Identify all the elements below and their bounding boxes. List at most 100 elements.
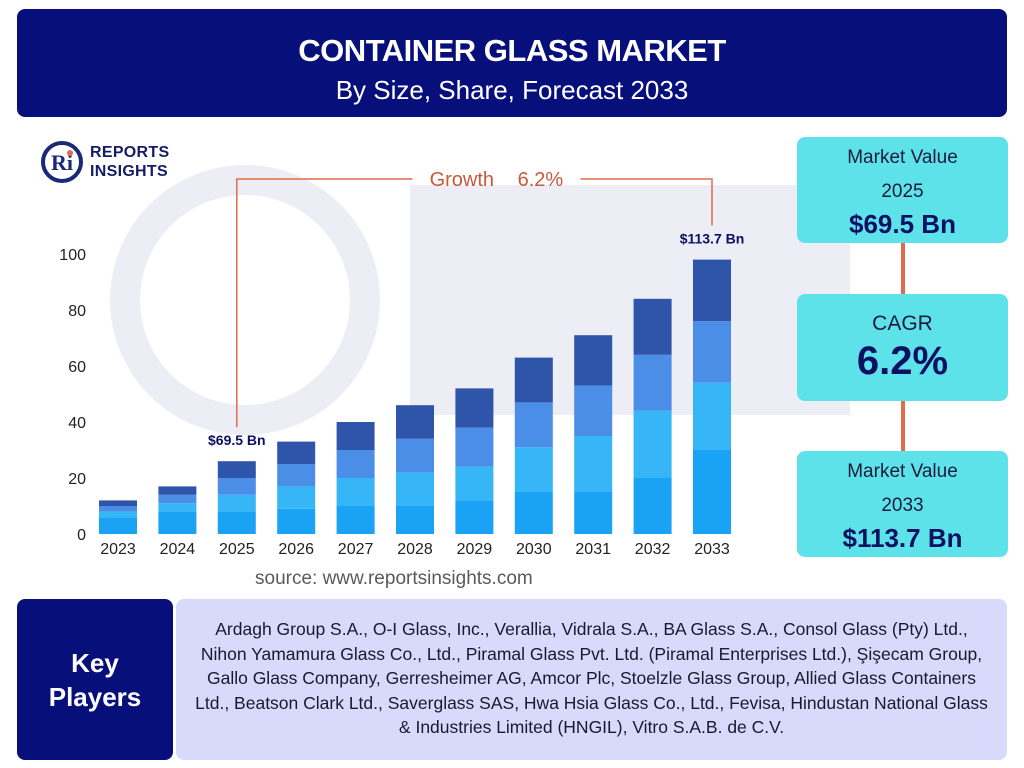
bar-segment [217,478,256,495]
bar-segment [455,388,494,428]
bar-segment [514,357,553,403]
cagr-label: CAGR [872,312,933,335]
bar-value-annotation: $113.7 Bn [680,231,745,247]
bar-segment [455,427,494,467]
bar-segment [514,402,553,448]
bar-segment [693,259,731,322]
bar-segment [336,450,375,478]
bar-segment [158,503,197,512]
market-value-2025-label-1: Market Value [847,147,958,168]
x-tick-label: 2032 [635,541,671,558]
bar-segment [396,506,434,534]
y-axis-ticks: 0 20 40 60 80 100 [59,247,86,544]
bar-segment [217,494,256,512]
growth-label-value: 6.2% [518,169,564,191]
card-connector-bottom [901,401,905,451]
bar-segment [336,506,375,534]
bar-segment [514,492,553,534]
bar-segment [99,500,137,506]
bar-segment [336,478,375,506]
bar-segment [217,461,256,478]
source-note: source: www.reportsinsights.com [255,568,533,589]
bar-segment [158,511,197,534]
bar-segment [633,410,672,478]
bar-segment [455,500,494,534]
bar-segment [99,517,137,534]
bar-segment [633,354,672,411]
bars [99,259,731,534]
y-tick-label: 20 [68,471,86,488]
bar-segment [396,472,434,506]
bar-segment [158,494,197,504]
market-value-2033-label-1: Market Value [847,461,958,482]
bar-annotations: $69.5 Bn $113.7 Bn [208,231,744,449]
bar-segment [455,466,494,501]
growth-label-word: Growth [430,169,494,191]
bar-value-annotation: $69.5 Bn [208,432,266,448]
bar-segment [99,511,137,518]
bar-segment [574,385,613,436]
x-tick-label: 2025 [219,541,255,558]
x-tick-label: 2023 [100,541,136,558]
card-connector-top [901,243,905,294]
reports-insights-logo: Ri REPORTS INSIGHTS [40,140,190,186]
key-players-label-1: Key [71,647,119,678]
bar-segment [158,486,197,495]
bar-segment [396,405,434,439]
bar-segment [693,450,731,534]
market-value-2033-label-2: 2033 [881,495,924,516]
market-value-2025-value: $69.5 Bn [849,209,956,239]
market-value-2025-card: Market Value 2025 $69.5 Bn [797,137,1008,243]
x-tick-label: 2033 [694,541,730,558]
bar-segment [693,321,731,383]
y-tick-label: 100 [59,247,86,264]
bar-segment [693,382,731,450]
market-value-2033-value: $113.7 Bn [842,523,963,553]
bar-segment [574,492,613,534]
bar-segment [514,447,553,492]
x-tick-label: 2024 [160,541,196,558]
header-banner: CONTAINER GLASS MARKET By Size, Share, F… [17,9,1007,117]
bar-segment [336,422,375,450]
bar-segment [396,438,434,473]
growth-bracket-left [236,178,413,428]
x-tick-label: 2027 [338,541,374,558]
x-tick-label: 2031 [575,541,611,558]
market-value-2025-label-2: 2025 [881,181,924,202]
x-tick-label: 2029 [457,541,493,558]
bar-segment [277,441,316,464]
logo-mark-letters: Ri [51,150,73,175]
page-subtitle: By Size, Share, Forecast 2033 [335,75,689,105]
y-tick-label: 60 [68,359,86,376]
logo-text-line2: INSIGHTS [90,163,168,180]
x-axis-ticks: 2023 2024 2025 2026 2027 2028 2029 2030 2031 2032… [100,541,730,558]
cagr-card: CAGR 6.2% [797,294,1008,401]
bar-segment [277,464,316,487]
bar-segment [574,335,613,386]
x-tick-label: 2030 [516,541,552,558]
y-tick-label: 0 [77,527,86,544]
bar-segment [217,511,256,534]
bar-segment [574,436,613,492]
logo-mark-icon: Ri [41,141,83,183]
x-tick-label: 2028 [397,541,433,558]
growth-bracket-right [580,178,713,226]
bar-segment [99,506,137,512]
bar-segment [633,298,672,355]
x-tick-label: 2026 [278,541,314,558]
key-players-label-2: Players [48,681,142,712]
key-players-label-box: Key Players [17,599,173,760]
cagr-value: 6.2% [856,339,949,383]
y-tick-label: 80 [68,303,86,320]
growth-bracket: Growth 6.2% [236,169,713,428]
y-tick-label: 40 [68,415,86,432]
bar-segment [633,478,672,534]
key-players-list: Ardagh Group S.A., O-I Glass, Inc., Vera… [176,599,1007,760]
bar-segment [277,508,316,534]
watermark-logo [110,165,850,435]
market-value-2033-card: Market Value 2033 $113.7 Bn [797,451,1008,557]
logo-text-line1: REPORTS [90,144,170,161]
bar-segment [277,486,316,509]
page-title: CONTAINER GLASS MARKET [298,33,726,68]
